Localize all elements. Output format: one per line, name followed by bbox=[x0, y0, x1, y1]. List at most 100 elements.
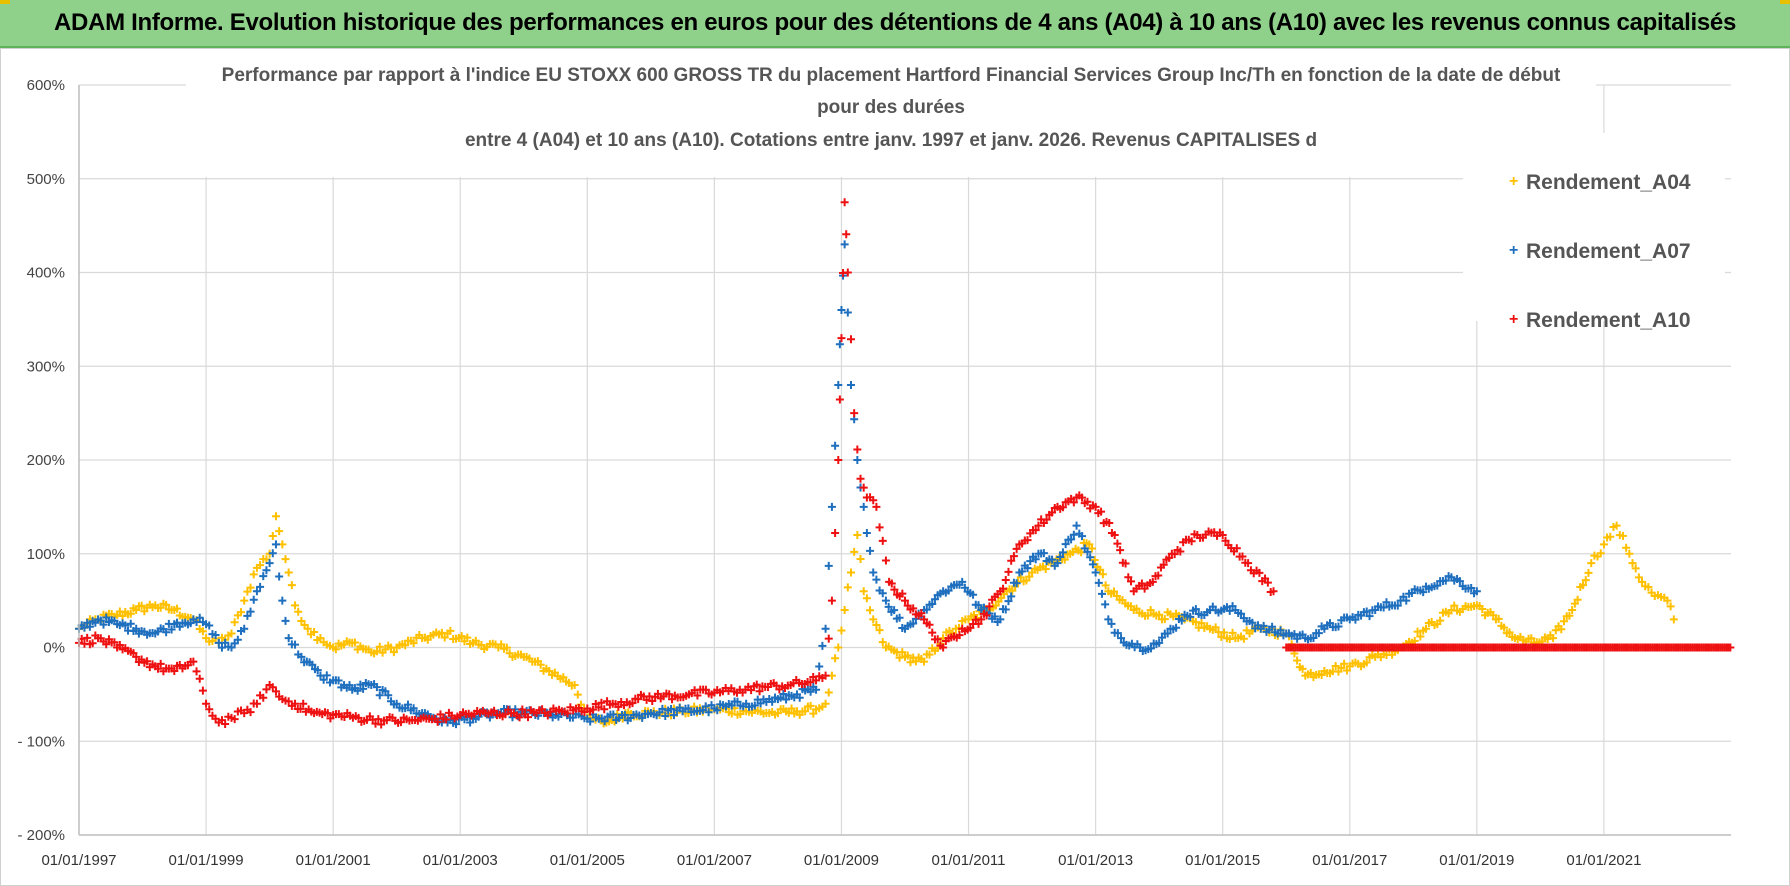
point-rendement-a10 bbox=[515, 713, 524, 722]
point-rendement-a04 bbox=[872, 620, 881, 629]
point-rendement-a07 bbox=[1237, 609, 1246, 618]
x-tick-label: 01/01/2005 bbox=[550, 852, 625, 869]
point-rendement-a10 bbox=[1187, 537, 1196, 546]
point-rendement-a04 bbox=[1599, 540, 1608, 549]
x-tick-label: 01/01/2021 bbox=[1566, 852, 1641, 869]
point-rendement-a04 bbox=[1436, 616, 1445, 625]
point-rendement-a04 bbox=[1638, 577, 1647, 586]
point-rendement-a10 bbox=[1159, 560, 1168, 569]
x-tick-label: 01/01/1999 bbox=[169, 852, 244, 869]
point-rendement-a07 bbox=[1362, 607, 1371, 616]
point-rendement-a04 bbox=[1098, 570, 1107, 579]
point-rendement-a10 bbox=[834, 456, 843, 464]
point-rendement-a04 bbox=[1618, 531, 1627, 540]
point-rendement-a10 bbox=[1165, 553, 1174, 562]
point-rendement-a07 bbox=[890, 606, 899, 615]
point-rendement-a10 bbox=[840, 198, 849, 207]
point-rendement-a04 bbox=[1568, 606, 1577, 614]
point-rendement-a10 bbox=[634, 695, 643, 704]
point-rendement-a07 bbox=[862, 528, 871, 537]
point-rendement-a10 bbox=[202, 699, 211, 708]
point-rendement-a07 bbox=[1018, 567, 1027, 576]
point-rendement-a04 bbox=[1549, 634, 1558, 643]
point-rendement-a10 bbox=[374, 715, 383, 724]
point-rendement-a07 bbox=[132, 624, 141, 633]
point-rendement-a07 bbox=[403, 700, 412, 709]
point-rendement-a04 bbox=[409, 639, 418, 648]
point-rendement-a04 bbox=[1060, 555, 1069, 564]
point-rendement-a07 bbox=[928, 600, 937, 609]
point-rendement-a07 bbox=[1163, 629, 1172, 638]
point-rendement-a10 bbox=[821, 671, 830, 680]
point-rendement-a10 bbox=[850, 409, 859, 418]
point-rendement-a04 bbox=[1527, 634, 1536, 643]
point-rendement-a07 bbox=[1061, 540, 1070, 549]
point-rendement-a10 bbox=[1176, 547, 1185, 556]
point-rendement-a07 bbox=[922, 605, 931, 614]
point-rendement-a04 bbox=[856, 554, 865, 563]
point-rendement-a07 bbox=[474, 712, 483, 721]
point-rendement-a10 bbox=[1113, 539, 1122, 548]
point-rendement-a10 bbox=[271, 687, 280, 696]
point-rendement-a04 bbox=[1211, 623, 1220, 632]
point-rendement-a10 bbox=[917, 609, 926, 618]
x-tick-label: 01/01/2011 bbox=[932, 852, 1006, 869]
point-rendement-a07 bbox=[853, 456, 862, 464]
y-tick-label: 300% bbox=[27, 358, 65, 375]
point-rendement-a04 bbox=[1025, 572, 1034, 581]
point-rendement-a04 bbox=[727, 709, 736, 718]
performance-scatter-chart: - 200% - 100% 0% 100% 200% 300% 400% 500% 600% 01… bbox=[17, 55, 1735, 869]
point-rendement-a10 bbox=[925, 620, 934, 629]
point-rendement-a07 bbox=[1146, 644, 1155, 653]
point-rendement-a10 bbox=[1007, 556, 1016, 565]
point-rendement-a07 bbox=[1101, 600, 1110, 609]
point-rendement-a07 bbox=[661, 712, 670, 721]
point-rendement-a10 bbox=[156, 659, 165, 668]
point-rendement-a07 bbox=[1172, 623, 1181, 632]
x-tick-label: 01/01/2013 bbox=[1058, 852, 1133, 869]
point-rendement-a10 bbox=[843, 268, 852, 277]
point-rendement-a07 bbox=[1351, 615, 1360, 624]
point-rendement-a10 bbox=[928, 628, 937, 637]
legend: + Rendement_A04 + Rendement_A07 + Rendem… bbox=[1463, 133, 1725, 332]
point-rendement-a07 bbox=[1097, 589, 1106, 598]
point-rendement-a07 bbox=[308, 660, 317, 669]
point-rendement-a04 bbox=[853, 531, 862, 539]
point-rendement-a04 bbox=[1500, 623, 1509, 632]
point-rendement-a07 bbox=[1007, 592, 1016, 601]
point-rendement-a10 bbox=[1269, 587, 1278, 596]
point-rendement-a10 bbox=[1726, 643, 1735, 652]
point-rendement-a07 bbox=[609, 710, 618, 719]
point-rendement-a04 bbox=[837, 626, 846, 635]
chart-frame: - 200% - 100% 0% 100% 200% 300% 400% 500% 600% 01… bbox=[0, 48, 1790, 886]
point-rendement-a10 bbox=[846, 335, 855, 344]
point-rendement-a07 bbox=[1455, 577, 1464, 586]
point-rendement-a10 bbox=[291, 699, 300, 708]
point-rendement-a10 bbox=[628, 699, 637, 708]
point-rendement-a10 bbox=[1154, 571, 1163, 580]
point-rendement-a10 bbox=[1170, 550, 1179, 559]
point-rendement-a07 bbox=[846, 381, 855, 389]
point-rendement-a07 bbox=[126, 619, 135, 628]
point-rendement-a04 bbox=[925, 650, 934, 659]
point-rendement-a04 bbox=[1584, 568, 1593, 577]
point-rendement-a07 bbox=[884, 602, 893, 611]
point-rendement-a10 bbox=[102, 640, 111, 649]
point-rendement-a04 bbox=[230, 618, 239, 627]
point-rendement-a07 bbox=[827, 502, 836, 511]
point-rendement-a07 bbox=[701, 702, 710, 711]
point-rendement-a07 bbox=[205, 621, 214, 630]
point-rendement-a04 bbox=[1634, 573, 1643, 582]
point-rendement-a10 bbox=[221, 719, 230, 728]
point-rendement-a07 bbox=[195, 613, 204, 622]
point-rendement-a07 bbox=[974, 601, 983, 610]
point-rendement-a04 bbox=[1622, 543, 1631, 552]
legend-label-a10: Rendement_A10 bbox=[1526, 309, 1691, 332]
point-rendement-a04 bbox=[903, 651, 912, 660]
point-rendement-a04 bbox=[1087, 544, 1096, 553]
point-rendement-a07 bbox=[1334, 622, 1343, 631]
chart-title-line-2: pour des durées bbox=[817, 97, 965, 118]
point-rendement-a07 bbox=[990, 612, 999, 621]
point-rendement-a07 bbox=[102, 613, 111, 622]
x-tick-label: 01/01/2009 bbox=[804, 852, 879, 869]
